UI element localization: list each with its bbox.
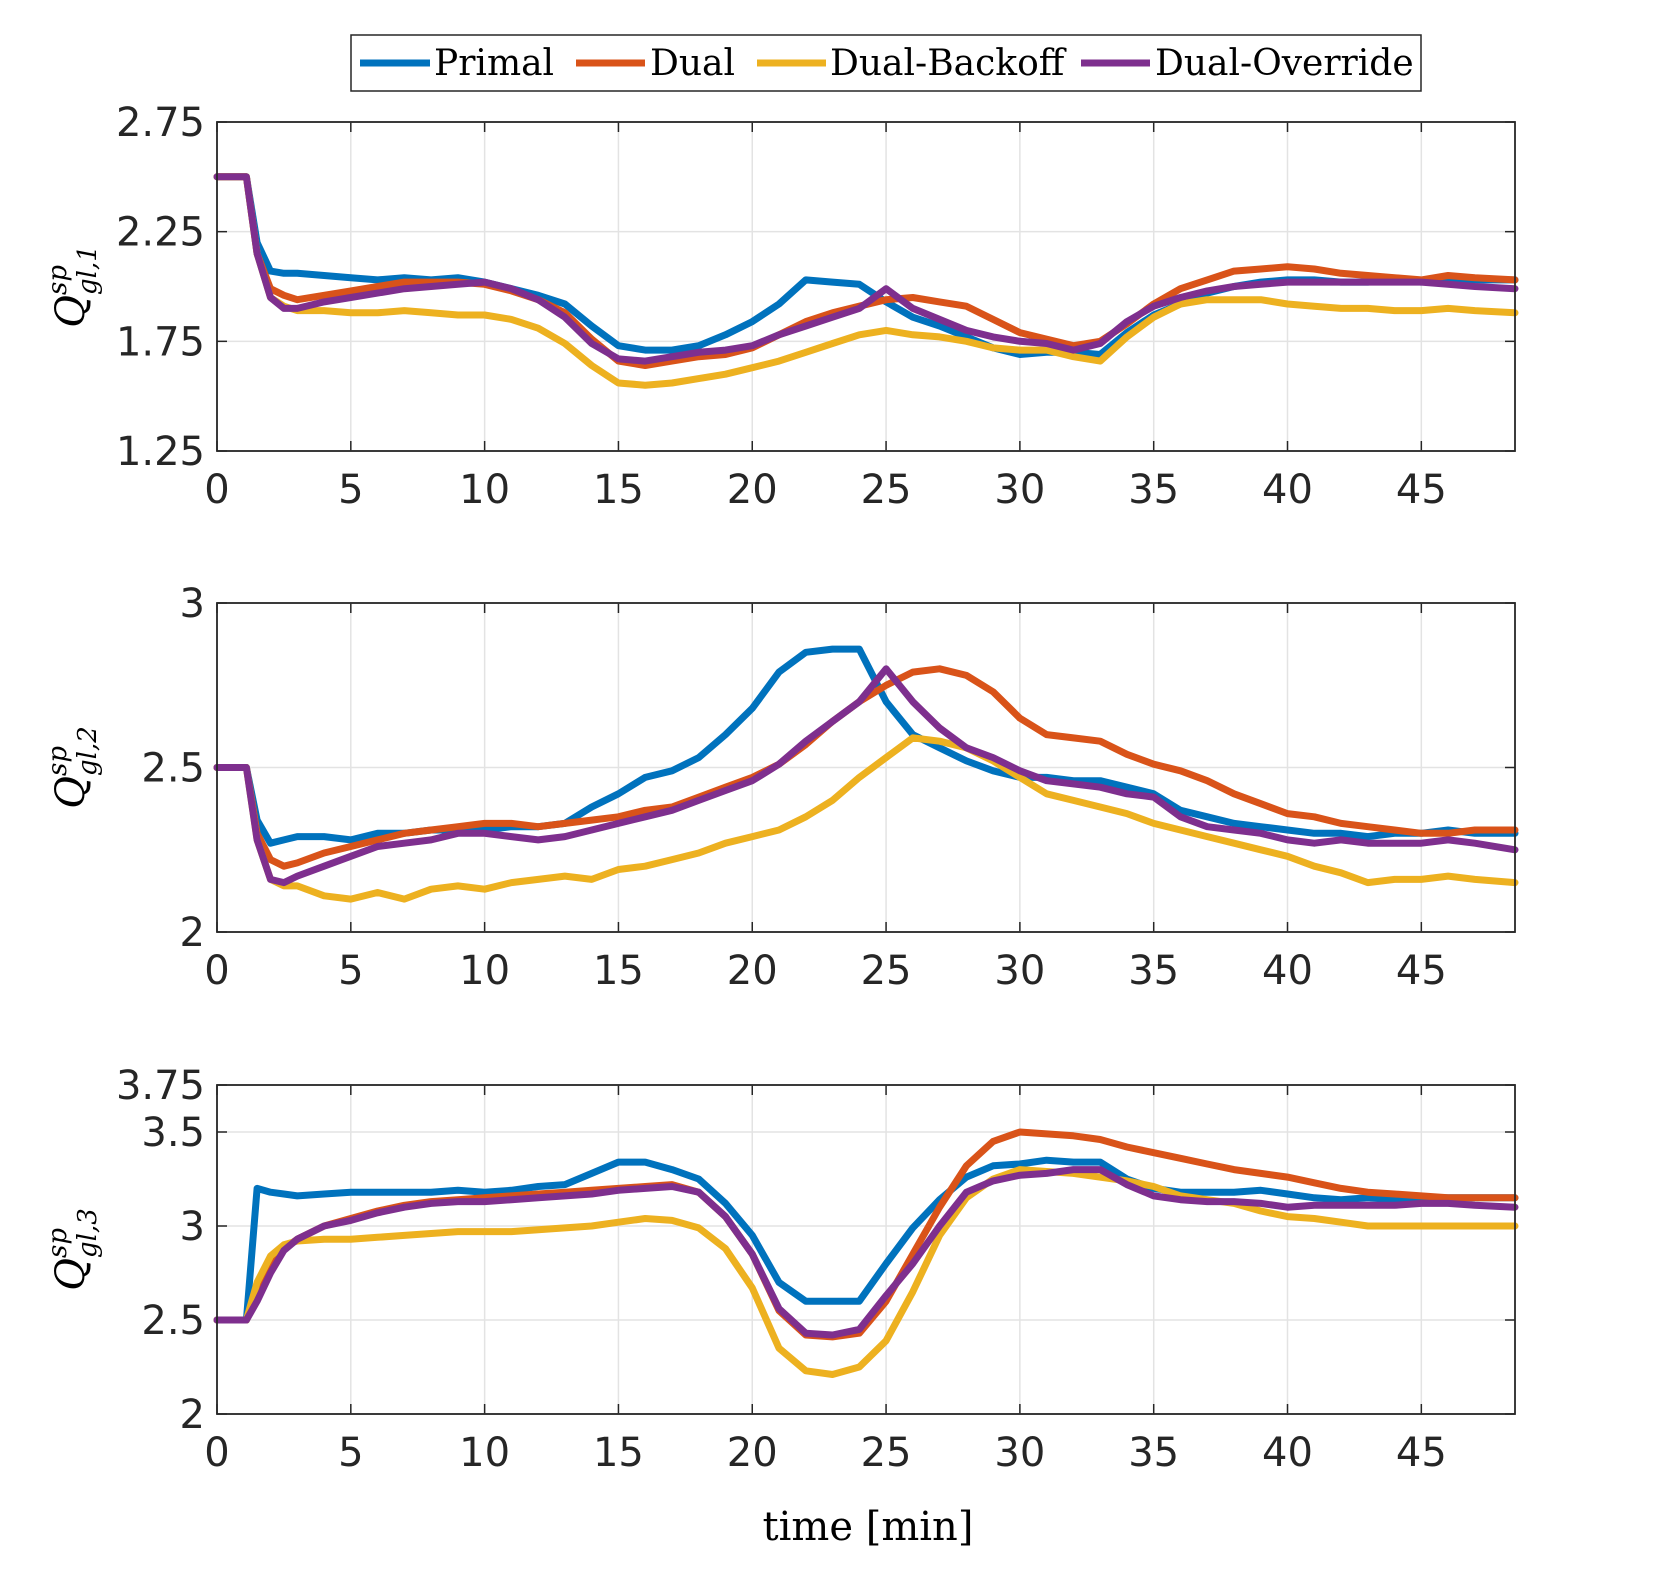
legend-entry-dual-override: Dual-Override	[1081, 43, 1414, 84]
legend-label-dual-override: Dual-Override	[1155, 43, 1414, 84]
x-tick-label: 10	[459, 1430, 510, 1476]
x-tick-label: 25	[861, 467, 912, 513]
x-tick-label: 15	[593, 948, 644, 994]
y-axis-label-sub: gl,2	[73, 726, 103, 776]
legend: Primal Dual Dual-Backoff Dual-Override	[350, 34, 1422, 92]
legend-box	[350, 34, 1422, 92]
y-axis-label: Qspgl,3	[43, 1208, 103, 1291]
y-tick-label: 2	[180, 910, 205, 956]
y-axis-label-sup: sp	[43, 746, 73, 776]
x-tick-label: 0	[204, 467, 229, 513]
series-line-dual-override	[213, 1166, 1519, 1339]
legend-label-dual-backoff: Dual-Backoff	[830, 43, 1067, 84]
y-tick-label: 3	[180, 581, 205, 627]
legend-entry-dual: Dual	[576, 43, 735, 84]
y-axis-label-main: Q	[48, 295, 94, 328]
series-line-primal	[213, 1156, 1519, 1324]
y-axis-label-main: Q	[48, 776, 94, 809]
x-tick-label: 30	[994, 1430, 1045, 1476]
y-tick-label: 3.5	[141, 1110, 205, 1156]
y-axis-label-sup: sp	[43, 1228, 73, 1258]
x-tick-label: 0	[204, 948, 229, 994]
y-axis-label: Qspgl,1	[43, 245, 103, 328]
x-tick-label: 20	[727, 1430, 778, 1476]
x-tick-label: 45	[1396, 467, 1447, 513]
y-axis-label-sub: gl,1	[73, 245, 103, 295]
x-tick-label: 25	[861, 1430, 912, 1476]
y-axis-label: Qspgl,2	[43, 726, 103, 809]
x-tick-label: 15	[593, 467, 644, 513]
panel-1: 0 5 10 15 20 25 30 35 40 45 1.25 1.75 2.25 2.75 Qspgl,…	[43, 100, 1519, 513]
y-tick-label: 3.75	[116, 1063, 205, 1109]
x-tick-label: 30	[994, 467, 1045, 513]
series-line-dual-override	[213, 173, 1519, 365]
x-tick-label: 45	[1396, 1430, 1447, 1476]
y-tick-label: 2.75	[116, 100, 205, 146]
x-tick-label: 35	[1128, 467, 1179, 513]
y-tick-label: 2.5	[141, 746, 205, 792]
series-line-dual-backoff	[213, 1166, 1519, 1378]
legend-entry-primal: Primal	[360, 43, 554, 84]
axes-frame	[216, 1084, 1516, 1415]
axes-frame	[216, 121, 1516, 452]
x-tick-label: 25	[861, 948, 912, 994]
series-line-dual-backoff	[213, 173, 1519, 389]
x-tick-label: 0	[204, 1430, 229, 1476]
x-tick-label: 45	[1396, 948, 1447, 994]
y-axis-label-sup: sp	[43, 265, 73, 295]
series-line-dual	[213, 173, 1519, 369]
y-tick-label: 3	[180, 1204, 205, 1250]
x-tick-label: 5	[338, 948, 363, 994]
x-tick-label: 40	[1262, 1430, 1313, 1476]
x-tick-label: 40	[1262, 948, 1313, 994]
x-tick-label: 35	[1128, 948, 1179, 994]
panel-3: 0 5 10 15 20 25 30 35 40 45 2 2.5 3 3.53.75 Qspgl,3	[43, 1063, 1519, 1476]
series-line-primal	[213, 645, 1519, 847]
x-tick-label: 10	[459, 948, 510, 994]
x-tick-label: 35	[1128, 1430, 1179, 1476]
legend-label-dual: Dual	[650, 43, 735, 84]
axes-frame	[216, 602, 1516, 933]
x-tick-label: 40	[1262, 467, 1313, 513]
x-tick-label: 10	[459, 467, 510, 513]
y-axis-label-main: Q	[48, 1258, 94, 1291]
x-tick-label: 5	[338, 1430, 363, 1476]
legend-entry-dual-backoff: Dual-Backoff	[757, 43, 1067, 84]
x-tick-label: 5	[338, 467, 363, 513]
y-tick-label: 2.25	[116, 210, 205, 256]
y-tick-label: 1.25	[116, 429, 205, 475]
x-tick-label: 15	[593, 1430, 644, 1476]
x-tick-label: 20	[727, 467, 778, 513]
panel-2: 0 5 10 15 20 25 30 35 40 45 2 2.5 3 Qspgl,2	[43, 581, 1519, 994]
x-axis-label: time [min]	[763, 1504, 974, 1550]
y-axis-label-sub: gl,3	[73, 1208, 103, 1258]
y-tick-label: 2	[180, 1392, 205, 1438]
x-tick-label: 20	[727, 948, 778, 994]
y-tick-label: 1.75	[116, 319, 205, 365]
y-tick-label: 2.5	[141, 1298, 205, 1344]
x-tick-label: 30	[994, 948, 1045, 994]
series-line-dual-backoff	[213, 734, 1519, 903]
legend-label-primal: Primal	[434, 43, 554, 84]
series-line-dual-override	[213, 665, 1519, 887]
